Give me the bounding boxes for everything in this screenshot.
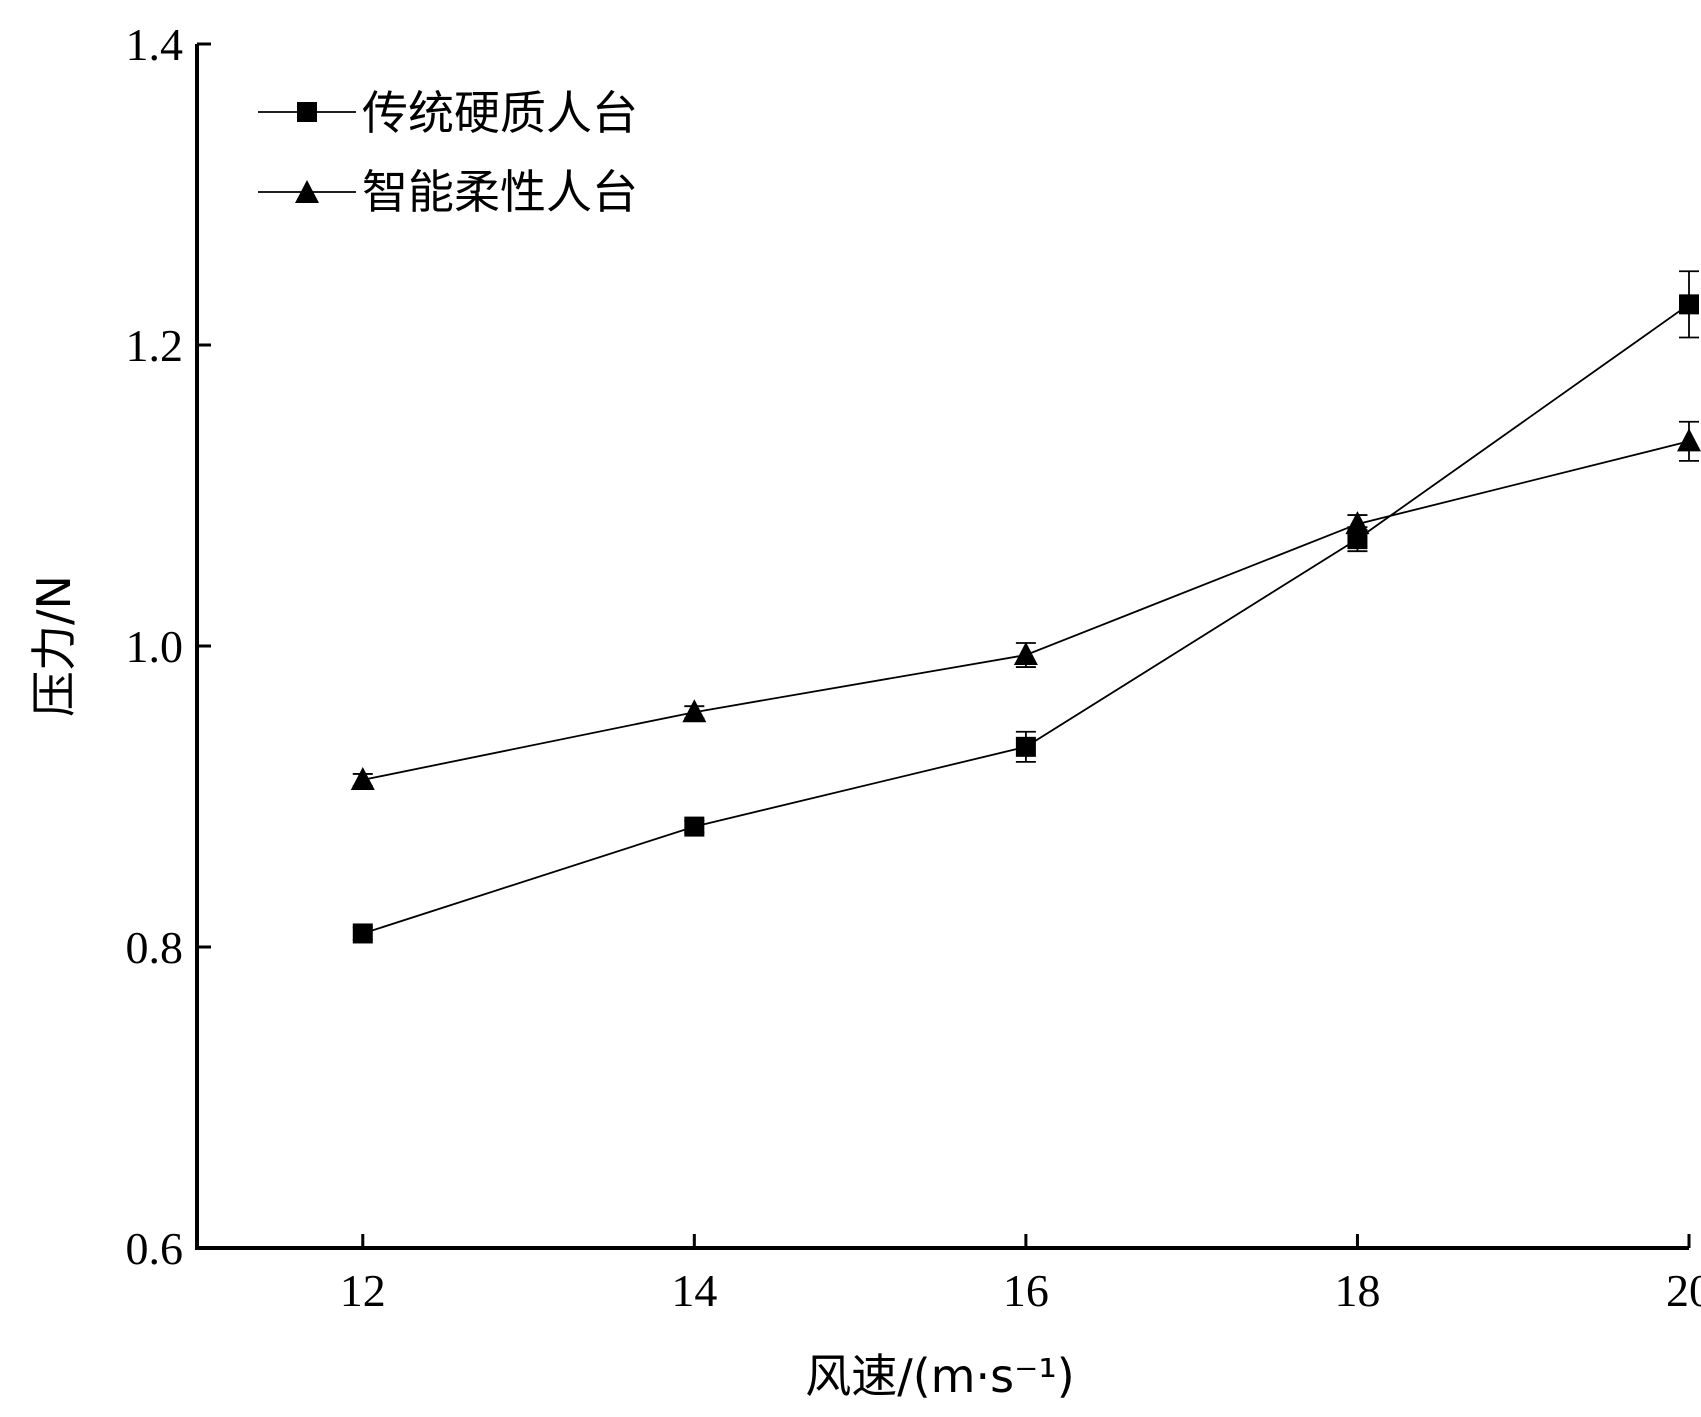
x-tick-label: 16 — [1003, 1265, 1049, 1316]
series-line-square — [362, 303, 1690, 935]
axes — [195, 44, 1689, 1250]
y-axis-title: 压力/N — [27, 575, 81, 717]
data-point-triangle — [350, 766, 375, 790]
x-ticks: 12 14 16 18 20 — [340, 1234, 1701, 1316]
series-square — [352, 270, 1699, 944]
legend-item-soft: 智能柔性人台 — [258, 165, 638, 219]
x-tick-label: 18 — [1334, 1265, 1380, 1316]
x-tick-label: 12 — [340, 1265, 386, 1316]
data-point-triangle — [1677, 428, 1701, 452]
series-layer — [350, 270, 1701, 944]
x-axis-title: 风速/(m·s⁻¹) — [805, 1349, 1075, 1403]
data-point-square — [684, 816, 705, 837]
series-triangle — [350, 420, 1701, 790]
y-ticks: 0.6 0.8 1.0 1.2 1.4 — [126, 19, 211, 1274]
data-point-square — [1347, 529, 1368, 550]
y-tick-label: 1.4 — [126, 19, 184, 70]
legend-label-hard: 传统硬质人台 — [362, 86, 638, 140]
y-tick-label: 0.8 — [126, 922, 184, 973]
legend-item-hard: 传统硬质人台 — [258, 86, 638, 140]
y-tick-label: 0.6 — [126, 1223, 184, 1274]
x-tick-label: 14 — [671, 1265, 717, 1316]
legend-marker-square — [297, 102, 317, 122]
legend: 传统硬质人台 智能柔性人台 — [258, 86, 638, 219]
data-point-triangle — [1013, 642, 1038, 666]
legend-marker-triangle — [295, 180, 319, 203]
y-tick-label: 1.2 — [126, 320, 184, 371]
series-line-triangle — [362, 440, 1690, 781]
data-point-square — [1679, 294, 1699, 315]
legend-label-soft: 智能柔性人台 — [362, 165, 638, 219]
x-tick-label: 20 — [1666, 1265, 1701, 1316]
y-tick-label: 1.0 — [126, 621, 184, 672]
data-point-square — [1015, 736, 1036, 757]
data-point-triangle — [1345, 511, 1370, 535]
data-point-square — [352, 923, 373, 944]
data-point-triangle — [682, 699, 707, 723]
